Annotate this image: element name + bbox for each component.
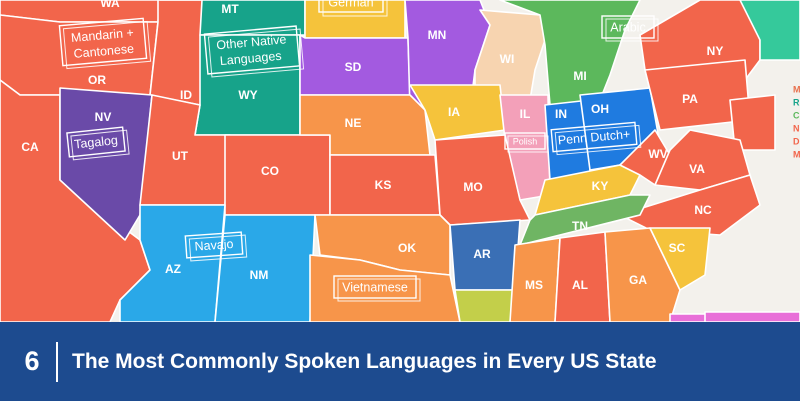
svg-text:Mandarin +: Mandarin + [70,26,134,45]
state-label: KY [592,179,609,193]
state-al [554,231,611,322]
svg-text:Polish: Polish [513,136,538,146]
language-label-arabic: Arabic [601,15,659,42]
cropped-legend: M R C N D M [793,84,800,159]
state-label: ID [180,88,192,102]
state-ms [509,237,561,322]
state-ky [534,164,641,216]
state-label: OR [88,73,106,87]
state-tx [309,254,461,322]
us-language-map: WA MT OR ID WY MN SD WI MI NY NV NE IA I… [0,0,800,322]
language-label-polish: Polish [504,132,549,153]
svg-text:Languages: Languages [219,49,282,68]
state-label: PA [682,92,698,106]
svg-text:N: N [793,123,800,133]
language-label-penn-dutch: Penn Dutch+ [550,121,642,156]
state-label: MN [428,28,447,42]
state-label: TN [572,219,588,233]
state-wy [194,34,301,136]
state-label: AL [572,278,588,292]
svg-text:Vietnamese: Vietnamese [342,280,408,294]
svg-text:Other Native: Other Native [216,32,287,52]
state-nm [214,214,316,322]
state-label: NC [694,203,712,217]
state-label: MT [221,2,239,16]
language-label-other-native: Other Native Languages [203,25,305,78]
svg-text:Penn Dutch+: Penn Dutch+ [557,127,631,147]
state-label: AR [473,247,491,261]
language-label-tagalog: Tagalog [66,126,130,161]
item-number: 6 [24,346,40,376]
state-label: NM [250,268,269,282]
state-label: MO [463,180,482,194]
svg-text:R: R [793,97,800,107]
caption-divider [56,341,58,382]
svg-text:Arabic: Arabic [610,20,645,34]
state-label: AZ [165,262,181,276]
state-new-england [739,0,800,61]
svg-text:C: C [793,110,800,120]
state-label: UT [172,149,189,163]
state-label: WI [500,52,515,66]
language-label-german: German [318,0,388,17]
svg-text:German: German [328,0,373,9]
caption-bar: 6 The Most Commonly Spoken Languages in … [0,322,800,401]
language-label-vietnamese: Vietnamese [333,275,421,302]
state-label: IL [520,107,531,121]
state-label: GA [629,273,647,287]
state-label: MI [573,69,586,83]
state-label: IA [448,105,460,119]
state-la [454,289,516,322]
state-label: SD [345,60,362,74]
state-label: CA [21,140,39,154]
state-label: OH [591,102,609,116]
caption-title: The Most Commonly Spoken Languages in Ev… [72,349,657,373]
state-sc [649,227,711,291]
state-label: KS [375,178,392,192]
svg-text:Tagalog: Tagalog [74,133,119,152]
state-mid-atlantic [729,94,776,151]
state-label: NY [707,44,724,58]
state-label: WY [238,88,257,102]
svg-text:Navajo: Navajo [194,237,234,254]
state-il [499,94,551,201]
state-label: NV [95,110,112,124]
state-nv [59,87,153,241]
svg-text:Cantonese: Cantonese [73,42,134,61]
state-label: MS [525,278,543,292]
state-label: SC [669,241,686,255]
state-label: OK [398,241,416,255]
language-label-mandarin-cantonese: Mandarin + Cantonese [58,17,152,70]
state-strip [704,311,800,322]
svg-text:M: M [793,84,800,94]
state-label: NE [345,116,362,130]
state-label: IN [555,107,567,121]
state-label: WV [648,147,667,161]
state-label: CO [261,164,279,178]
state-label: VA [689,162,705,176]
language-label-navajo: Navajo [184,231,248,262]
state-label: WA [100,0,120,10]
svg-text:M: M [793,149,800,159]
state-ia [409,84,506,141]
svg-text:D: D [793,136,800,146]
